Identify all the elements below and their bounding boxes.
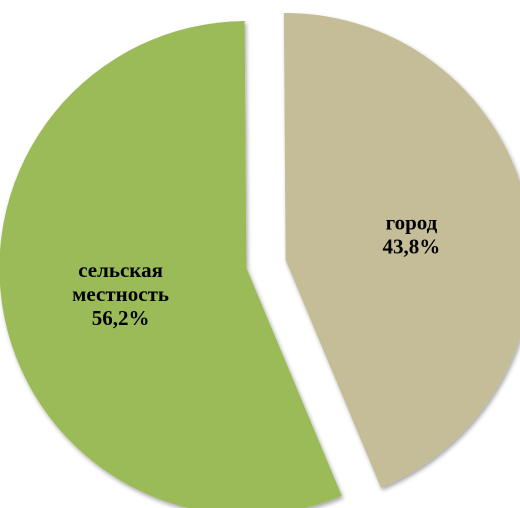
pie-labels: город 43,8% сельская местность 56,2% xyxy=(72,210,440,330)
slice-category-label: город xyxy=(386,210,438,234)
slice-label-1: сельская местность 56,2% xyxy=(72,258,169,330)
pie-slice-1 xyxy=(0,21,342,508)
slice-category-label: местность xyxy=(72,282,169,306)
pie-slices xyxy=(0,12,520,508)
slice-label-0: город 43,8% xyxy=(383,210,441,258)
slice-value-label: 43,8% xyxy=(383,234,441,258)
pie-slice-0 xyxy=(283,12,520,488)
slice-category-label: сельская xyxy=(78,258,163,282)
slice-value-label: 56,2% xyxy=(92,306,150,330)
